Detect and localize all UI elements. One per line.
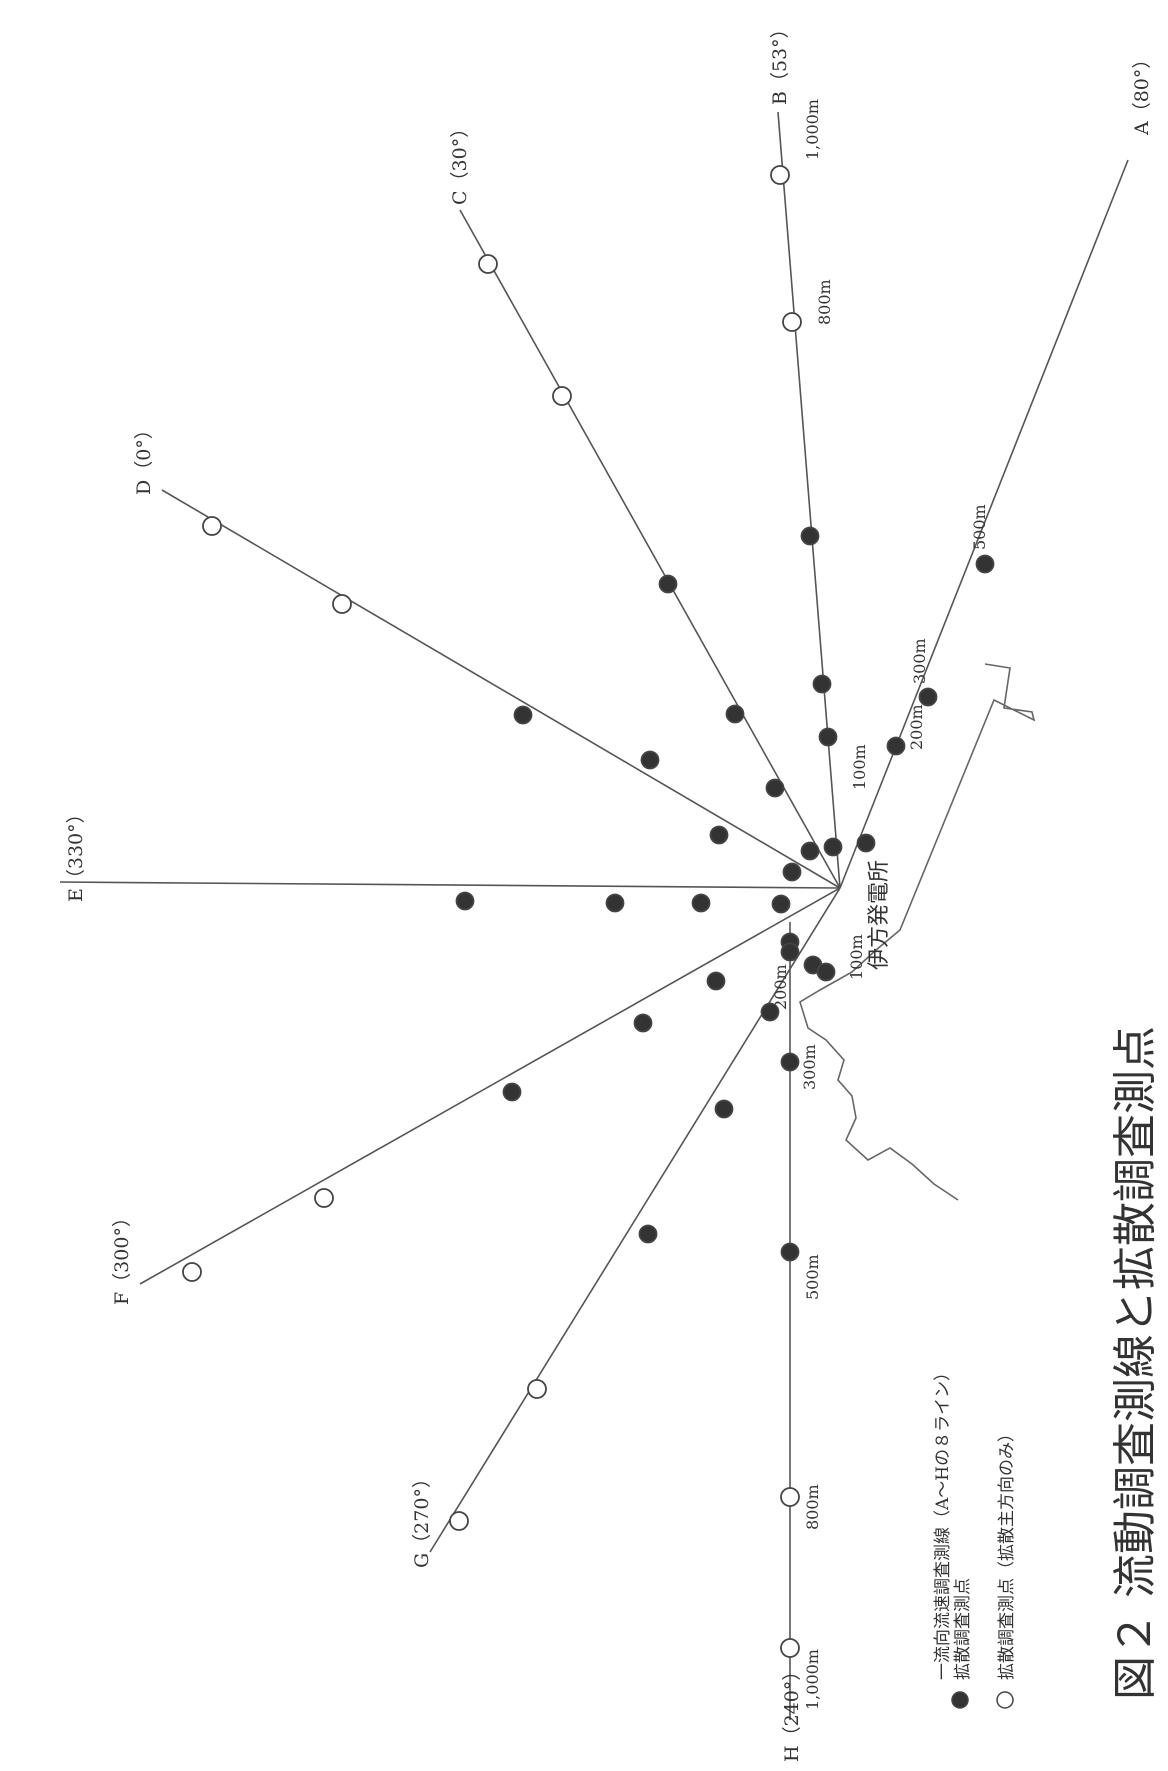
filled-point [709,825,729,845]
open-point [314,1188,334,1208]
dist-label-b-1000: 1,000m [803,99,822,160]
legend-filled-symbol [951,1691,969,1709]
line-label-b: B（53°） [769,19,791,105]
line-label-d: D（0°） [133,420,155,495]
open-point [770,165,790,185]
filled-point [691,893,711,913]
line-label-c: C（30°） [449,119,471,205]
filled-point [771,894,791,914]
labels: A（80°） B（53°） C（30°） D（0°） E（330°） F（300°） G（2… [65,19,1161,1762]
open-point [478,254,498,274]
open-point [202,516,222,536]
survey-line-c [459,209,841,889]
survey-line-f [139,887,841,1285]
filled-point [714,1099,734,1119]
plant-label: 伊方発電所 [867,860,892,970]
dist-label-a-100: 100m [850,744,869,790]
filled-point [633,1013,653,1033]
filled-point [455,891,475,911]
line-label-h: H（240°） [781,1662,803,1762]
coastline [799,663,1036,1201]
filled-point [638,1224,658,1244]
open-point [552,386,572,406]
filled-point [812,674,832,694]
line-label-a: A（80°） [1131,50,1153,136]
filled-point [918,687,938,707]
dist-label-h-200: 200m [771,964,790,1010]
survey-line-d [161,489,841,889]
open-point [449,1511,469,1531]
legend-line-text: 一流向流速調査測線（A〜Hの８ライン） [933,1364,953,1680]
dist-label-h-500: 500m [803,1254,822,1300]
filled-point [780,942,800,962]
filled-point [800,526,820,546]
filled-point [725,704,745,724]
legend-filled-text: 拡散調査測点 [953,1578,973,1680]
filled-point [816,962,836,982]
dist-label-h-300: 300m [800,1044,819,1090]
filled-point [513,705,533,725]
legend-open-symbol [996,1691,1014,1709]
line-label-f: F（300°） [111,1208,133,1305]
survey-points [182,165,1014,1709]
open-point [780,1638,800,1658]
dist-label-a-500: 500m [970,504,989,550]
filled-point [760,1002,780,1022]
line-label-g: G（270°） [411,1469,433,1568]
survey-line-g [429,887,841,1553]
dist-label-a-200: 200m [907,704,926,750]
dist-label-h-1000: 1,000m [803,1649,822,1710]
filled-point [856,833,876,853]
filled-point [818,727,838,747]
filled-point [780,1242,800,1262]
legend-open-text: 拡散調査測点（拡散主方向のみ） [997,1425,1017,1680]
dist-label-h-800: 800m [803,1484,822,1530]
open-point [182,1262,202,1282]
dist-label-h-100: 100m [847,934,866,980]
dist-label-b-800: 800m [815,279,834,325]
filled-point [782,862,802,882]
dist-label-a-300: 300m [910,638,929,684]
open-point [527,1379,547,1399]
open-point [332,594,352,614]
line-label-e: E（330°） [65,804,87,902]
filled-point [658,574,678,594]
open-point [780,1487,800,1507]
survey-line-a [839,159,1129,889]
open-point [782,312,802,332]
survey-line-b [777,111,841,889]
filled-point [605,893,625,913]
filled-point [823,837,843,857]
filled-point [640,750,660,770]
filled-point [800,841,820,861]
survey-lines [59,111,1129,1720]
filled-point [765,778,785,798]
filled-point [706,971,726,991]
filled-point [780,1052,800,1072]
figure-caption: 図２ 流動調査測線と拡散調査測点 [1110,1026,1161,1700]
filled-point [502,1082,522,1102]
coastline-path [799,663,1036,1201]
survey-line-e [59,881,841,889]
filled-point [886,736,906,756]
filled-point [975,554,995,574]
